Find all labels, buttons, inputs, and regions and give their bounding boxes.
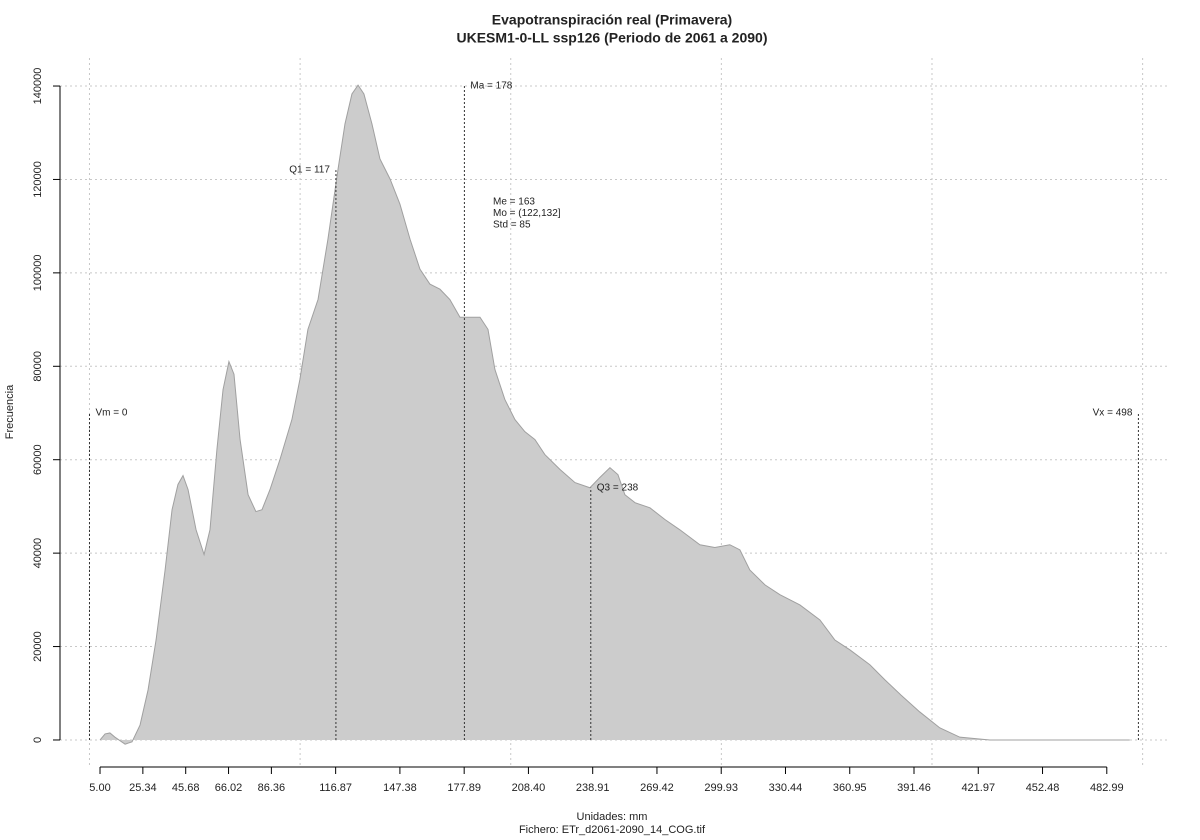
x-tick-label: 66.02 — [215, 782, 243, 794]
x-tick-label: 299.93 — [704, 782, 738, 794]
x-axis-label: Unidades: mm — [577, 811, 648, 823]
x-tick-label: 177.89 — [447, 782, 481, 794]
stat-label: Me = 163 — [493, 197, 535, 208]
x-tick-label: 421.97 — [961, 782, 995, 794]
x-tick-label: 116.87 — [319, 782, 352, 794]
x-tick-label: 330.44 — [769, 782, 803, 794]
x-tick-label: 391.46 — [897, 782, 931, 794]
density-line — [99, 84, 1130, 745]
x-tick-label: 269.42 — [640, 782, 674, 794]
marker-label: Ma = 178 — [470, 81, 512, 92]
y-tick-label: 0 — [32, 737, 44, 743]
y-tick-label: 140000 — [32, 68, 44, 105]
x-tick-label: 86.36 — [258, 782, 286, 794]
x-tick-label: 482.99 — [1090, 782, 1124, 794]
x-tick-label: 208.40 — [512, 782, 546, 794]
y-axis-label: Frecuencia — [4, 384, 16, 439]
marker-label: Vx = 498 — [1093, 408, 1133, 419]
y-tick-label: 100000 — [32, 255, 44, 292]
y-tick-label: 40000 — [32, 538, 44, 569]
stat-label: Mo = (122,132] — [493, 208, 561, 219]
y-tick-label: 20000 — [32, 631, 44, 662]
marker-label: Q3 = 238 — [597, 482, 639, 493]
x-tick-label: 360.95 — [833, 782, 867, 794]
y-tick-label: 80000 — [32, 351, 44, 382]
marker-label: Vm = 0 — [95, 408, 127, 419]
x-tick-label: 452.48 — [1026, 782, 1060, 794]
chart-title: Evapotranspiración real (Primavera) — [492, 12, 732, 28]
x-tick-label: 5.00 — [89, 782, 110, 794]
y-tick-label: 60000 — [32, 444, 44, 475]
x-tick-label: 238.91 — [576, 782, 610, 794]
marker-label: Q1 = 117 — [289, 165, 330, 176]
x-tick-label: 25.34 — [129, 782, 157, 794]
stat-label: Std = 85 — [493, 220, 531, 231]
density-area — [100, 85, 1130, 745]
x-tick-label: 147.38 — [383, 782, 417, 794]
chart-subtitle: UKESM1-0-LL ssp126 (Periodo de 2061 a 20… — [457, 30, 768, 46]
y-tick-label: 120000 — [32, 161, 44, 198]
x-tick-label: 45.68 — [172, 782, 200, 794]
footer: Fichero: ETr_d2061-2090_14_COG.tif — [519, 824, 706, 836]
